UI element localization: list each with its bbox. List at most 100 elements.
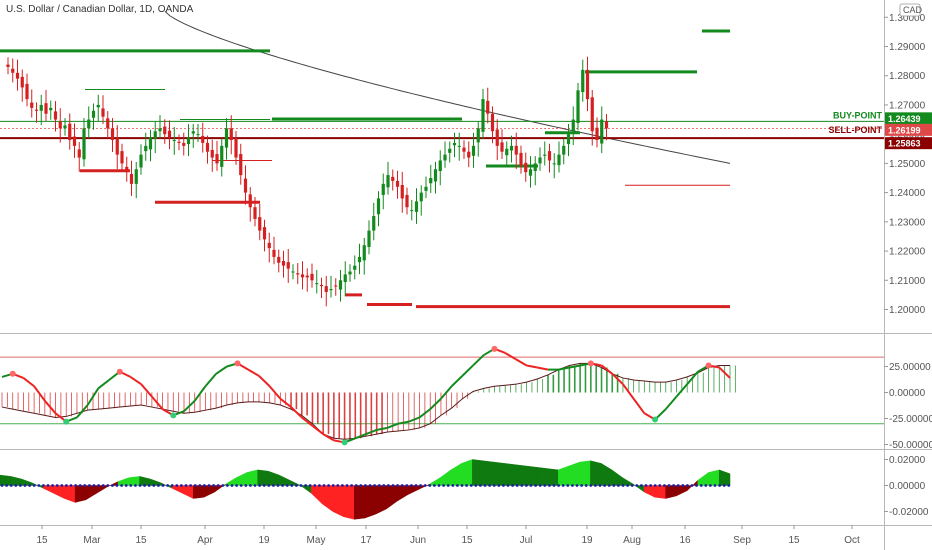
candle-body	[148, 137, 153, 150]
candle-body	[367, 230, 371, 247]
candle-body	[604, 121, 609, 129]
zero-line-dot	[552, 484, 556, 487]
zero-line-dot	[571, 484, 574, 487]
zero-line-dot	[598, 484, 602, 487]
osc-trough-dot	[63, 418, 70, 425]
candle-body	[305, 275, 309, 278]
zero-line-dot	[686, 484, 689, 487]
osc-fast-segment	[600, 364, 613, 375]
candle-body	[557, 154, 561, 166]
zero-line-dot	[520, 484, 524, 487]
zero-line-dot	[51, 484, 54, 487]
osc-trough-dot	[652, 416, 659, 423]
zero-line-dot	[672, 484, 675, 487]
zero-line-dot	[226, 484, 229, 487]
zero-line-dot	[19, 484, 22, 487]
osc-fast-segment	[611, 373, 624, 385]
osc-fast-segment	[558, 366, 570, 371]
x-tick-label: 19	[581, 535, 593, 546]
osc-fast-segment	[526, 364, 538, 369]
zero-line-dot	[170, 484, 174, 487]
zero-line-dot	[428, 484, 432, 487]
osc-tick-label: -25.00000	[889, 414, 932, 425]
zero-line-dot	[345, 484, 349, 487]
candle-body	[39, 104, 43, 111]
zero-line-dot	[184, 484, 188, 487]
histogram-area-segment	[461, 459, 473, 486]
zero-line-dot	[120, 484, 123, 487]
zero-line-dot	[341, 484, 344, 487]
zero-line-dot	[258, 484, 261, 487]
osc-fast-segment	[365, 429, 378, 436]
candle-body	[438, 160, 442, 171]
osc-fast-segment	[290, 406, 303, 419]
candle-body	[144, 145, 148, 152]
zero-line-dot	[575, 484, 579, 487]
candle-body	[205, 142, 210, 152]
zero-line-dot	[304, 484, 307, 487]
candle-body	[182, 142, 186, 146]
osc-fast-segment	[129, 376, 142, 386]
y-tick-label: 1.23000	[889, 217, 926, 228]
zero-line-dot	[308, 484, 312, 487]
osc-fast-segment	[632, 398, 646, 414]
histogram-area-segment	[708, 469, 720, 486]
osc-fast-segment	[408, 416, 420, 423]
candle-body	[348, 271, 352, 275]
zero-line-dot	[405, 484, 409, 487]
candle-body	[77, 149, 81, 158]
candle-body	[376, 198, 381, 215]
histogram-area-segment	[568, 461, 580, 486]
zero-line-dot	[313, 484, 317, 487]
candle-body	[543, 154, 547, 156]
candle-body	[528, 169, 533, 176]
zero-line-dot	[175, 484, 179, 487]
osc-fast-segment	[183, 400, 196, 412]
osc-fast-segment	[440, 385, 453, 400]
histogram-area-segment	[579, 460, 591, 486]
osc-trough-dot	[341, 439, 348, 446]
candle-body	[153, 131, 157, 139]
zero-line-dot	[515, 484, 519, 487]
candle-body	[481, 99, 485, 132]
zero-line-dot	[644, 484, 648, 487]
candle-body	[400, 185, 404, 199]
candle-body	[125, 166, 129, 173]
osc-fast-segment	[665, 396, 678, 410]
zero-line-dot	[14, 484, 18, 487]
candle-body	[82, 128, 86, 160]
osc-fast-segment	[354, 433, 367, 440]
buy-point-label: BUY-POINT	[833, 110, 883, 120]
currency-badge[interactable]: CAD	[899, 3, 923, 17]
zero-line-dot	[423, 484, 427, 487]
zero-line-dot	[143, 484, 147, 487]
candle-body	[20, 76, 24, 88]
candle-body	[15, 72, 20, 79]
candle-body	[538, 157, 542, 164]
candle-body	[101, 108, 105, 117]
hist-tick-label: 0.02000	[889, 455, 926, 466]
zero-line-dot	[295, 484, 298, 487]
y-tick-label: 1.30000	[889, 13, 926, 24]
zero-line-dot	[318, 484, 321, 487]
candle-body	[324, 286, 328, 292]
candle-body	[286, 262, 290, 269]
zero-line-dot	[368, 484, 372, 487]
zero-line-dot	[65, 484, 68, 487]
histogram-area-segment	[257, 469, 269, 486]
candle-body	[433, 169, 438, 182]
x-tick-label: 15	[36, 535, 48, 546]
histogram-area-segment	[536, 467, 548, 486]
candle-body	[343, 274, 347, 283]
osc-peak-dot	[234, 360, 241, 367]
zero-line-dot	[161, 484, 165, 487]
osc-peak-dot	[491, 345, 498, 352]
candle-body	[229, 128, 233, 141]
zero-line-dot	[129, 484, 133, 487]
zero-line-dot	[626, 484, 629, 487]
candle-body	[490, 113, 495, 132]
osc-fast-segment	[569, 364, 581, 369]
zero-line-dot	[658, 484, 662, 487]
histogram-area-segment	[482, 460, 495, 486]
